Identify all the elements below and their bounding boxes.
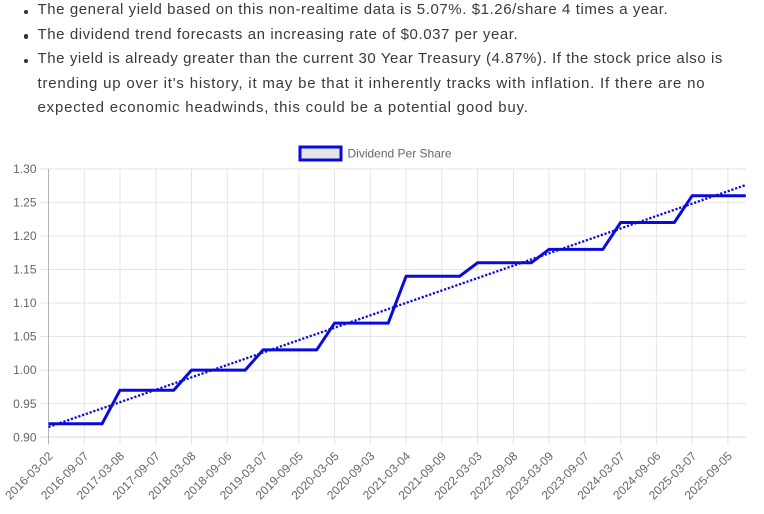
- svg-text:1.20: 1.20: [13, 229, 37, 243]
- svg-text:1.00: 1.00: [13, 363, 37, 377]
- svg-text:Dividend Per Share: Dividend Per Share: [348, 147, 452, 161]
- svg-text:1.25: 1.25: [13, 196, 37, 210]
- svg-text:1.05: 1.05: [13, 330, 37, 344]
- svg-text:0.95: 0.95: [13, 397, 37, 411]
- svg-text:0.90: 0.90: [13, 430, 37, 444]
- svg-text:1.10: 1.10: [13, 296, 37, 310]
- svg-text:1.30: 1.30: [13, 162, 37, 176]
- svg-text:1.15: 1.15: [13, 263, 37, 277]
